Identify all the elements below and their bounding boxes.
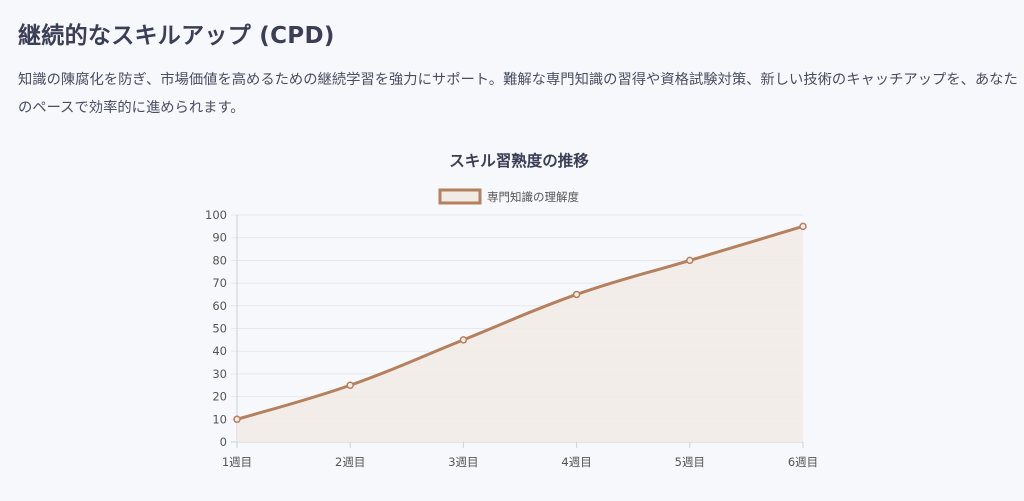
y-tick-label: 100 [205,208,227,222]
x-tick-label: 2週目 [335,455,365,469]
axes: 0 10 20 30 40 50 60 70 80 90 100 1週目 2週目 3週目 4週目 5週目 6週目 [205,208,818,469]
legend-swatch [438,188,482,205]
x-tick-label: 4週目 [561,455,591,469]
y-tick-label: 70 [212,276,227,290]
y-tick-label: 10 [212,412,227,426]
y-tick-label: 0 [220,435,227,449]
data-point [686,256,694,265]
data-point [459,336,468,344]
x-tick-label: 5週目 [675,455,705,469]
chart-title: スキル習熟度の推移 [449,151,589,170]
section-description: 知識の陳腐化を防ぎ、市場価値を高めるための継続学習を強力にサポート。難解な専門知… [18,72,1018,116]
y-tick-label: 90 [212,231,227,245]
y-tick-label: 30 [212,367,227,381]
series-layer [233,222,807,442]
section-title: 継続的なスキルアップ (CPD) [18,23,335,49]
series-line [235,224,805,421]
data-point [346,381,354,389]
y-tick-label: 60 [212,299,227,313]
y-tick-label: 50 [212,322,227,336]
series-area [237,226,803,442]
legend: 専門知識の理解度 [438,188,579,205]
x-tick-label: 1週目 [222,455,252,469]
data-point [799,222,807,231]
x-tick-label: 6週目 [788,455,818,469]
y-tick-label: 80 [212,253,227,267]
x-tick-label: 3週目 [448,455,478,469]
y-tick-label: 40 [212,344,227,358]
data-point [572,290,581,299]
legend-label: 専門知識の理解度 [487,190,579,204]
data-point [233,415,241,424]
y-tick-label: 20 [212,390,227,404]
